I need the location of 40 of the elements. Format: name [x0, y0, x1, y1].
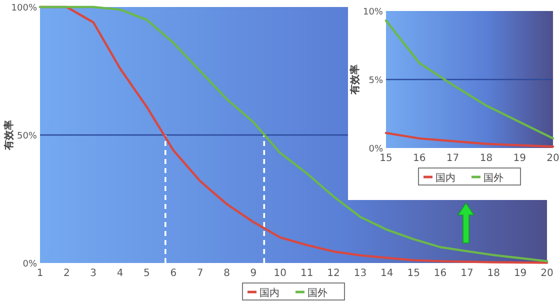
y-axis-title: 有效率 — [3, 120, 15, 151]
x-tick-label: 20 — [546, 153, 560, 164]
y-tick-label: 0% — [368, 144, 384, 154]
legend-label: 国外 — [308, 288, 328, 299]
x-tick-label: 8 — [224, 268, 230, 279]
x-tick-label: 4 — [116, 268, 124, 279]
y-tick-label: 100% — [11, 4, 38, 14]
y-tick-label: 50% — [16, 132, 38, 142]
x-tick-label: 14 — [380, 268, 394, 279]
x-tick-label: 10 — [274, 268, 287, 279]
legend-label: 国外 — [484, 173, 504, 184]
x-tick-label: 18 — [480, 153, 493, 164]
legend-label: 国内 — [260, 287, 280, 299]
x-tick-label: 17 — [446, 153, 460, 164]
line-series — [384, 19, 554, 140]
x-tick-label: 9 — [250, 268, 257, 279]
x-tick-label: 5 — [144, 268, 150, 279]
x-tick-label: 12 — [327, 268, 340, 279]
legend-label: 国内 — [436, 172, 456, 184]
x-tick-label: 3 — [90, 268, 97, 279]
x-tick-label: 17 — [460, 268, 474, 279]
x-tick-label: 15 — [407, 268, 420, 279]
x-tick-label: 6 — [170, 268, 177, 279]
x-tick-label: 18 — [487, 268, 500, 279]
y-axis-title: 有效率 — [349, 64, 361, 96]
x-tick-label: 1 — [36, 268, 44, 279]
x-tick-label: 15 — [380, 153, 392, 164]
y-tick-label: 10% — [362, 8, 384, 18]
x-tick-label: 19 — [513, 153, 526, 164]
x-tick-label: 7 — [196, 268, 204, 279]
x-tick-label: 16 — [434, 268, 447, 279]
x-tick-label: 11 — [300, 268, 314, 279]
x-tick-label: 2 — [63, 268, 70, 279]
y-tick-label: 0% — [22, 260, 38, 270]
x-tick-label: 20 — [540, 268, 554, 279]
x-tick-label: 19 — [514, 268, 527, 279]
x-tick-label: 13 — [354, 268, 367, 279]
x-tick-label: 16 — [413, 153, 426, 164]
line-series — [384, 132, 554, 148]
y-tick-label: 5% — [368, 76, 384, 86]
